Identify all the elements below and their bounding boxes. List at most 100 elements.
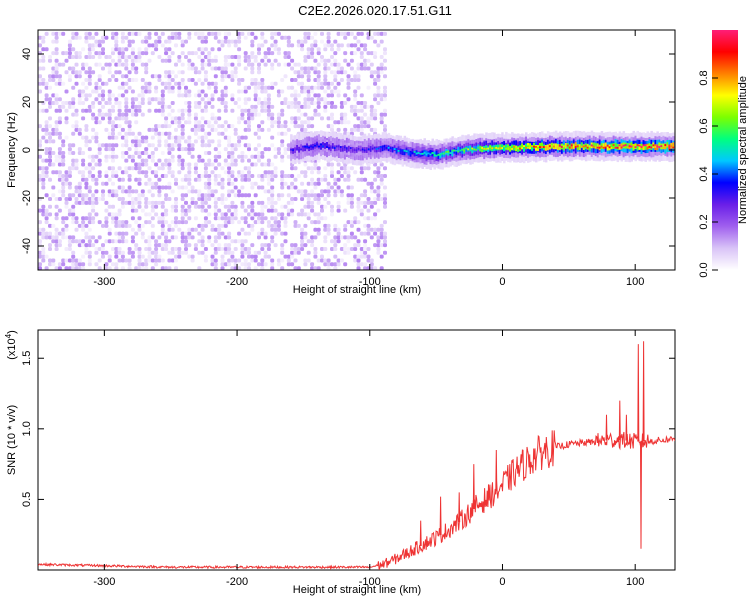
spectrogram-cell [187, 108, 192, 113]
spectrogram-cell [120, 31, 125, 36]
spectrogram-cell [164, 158, 169, 163]
spectrogram-cell [187, 227, 192, 232]
spectrogram-cell [253, 55, 258, 59]
spectrogram-cell [137, 31, 142, 36]
spectrogram-cell [137, 143, 142, 148]
spectrogram-cell [140, 139, 145, 144]
carrier-cell [531, 145, 534, 148]
spectrogram-cell [134, 78, 139, 82]
spectrogram-cell [187, 174, 192, 178]
carrier-cell [473, 148, 476, 151]
spectrogram-cell [150, 231, 155, 236]
spectrogram-cell [326, 81, 331, 86]
spectrogram-cell [200, 127, 205, 132]
spectrogram-cell [366, 124, 371, 129]
spectrogram-cell [190, 147, 195, 152]
spectrogram-cell [101, 270, 105, 274]
spectrogram-cell [283, 97, 288, 102]
spectrogram-cell [127, 131, 132, 136]
spectrogram-cell [217, 223, 222, 228]
spectrogram-cell [187, 231, 192, 236]
spectrogram-cell [38, 108, 42, 113]
carrier-cell [664, 144, 667, 146]
spectrogram-cell [94, 181, 99, 186]
spectrogram-cell [157, 55, 162, 59]
spectrogram-cell [233, 43, 238, 48]
spectrogram-cell [137, 154, 142, 159]
spectrogram-cell [237, 62, 242, 67]
spectrogram-cell [227, 208, 232, 213]
spectrogram-cell [167, 197, 172, 201]
spectrogram-cell [290, 120, 295, 125]
spectrogram-cell [237, 220, 242, 225]
spectrogram-cell [359, 51, 364, 56]
colorbar-tick-label: 0.4 [698, 166, 710, 181]
spectrogram-cell [107, 239, 112, 244]
spectrogram-cell [94, 62, 99, 67]
spectrogram-cell [144, 204, 149, 209]
spectrogram-cell [84, 135, 89, 140]
spectrogram-cell [223, 66, 228, 71]
spectrogram-cell [54, 81, 59, 86]
spectrogram-cell [260, 43, 265, 48]
spectrogram-cell [114, 70, 119, 75]
spectrogram-cell [54, 212, 59, 217]
spectrogram-cell [306, 166, 311, 171]
carrier-cell [658, 142, 661, 149]
carrier-cell [588, 144, 592, 151]
spectrogram-cell [164, 85, 169, 90]
spectrogram-cell [87, 55, 92, 59]
spectrogram-cell [54, 266, 59, 270]
spectrogram-cell [203, 151, 208, 155]
spectrogram-cell [111, 31, 115, 36]
spectrogram-cell [67, 51, 72, 56]
carrier-cell [638, 144, 641, 150]
carrier-cell [570, 144, 574, 147]
spectrogram-cell [210, 262, 215, 267]
spectrogram-cell [293, 124, 298, 129]
spectrogram-cell [44, 158, 49, 163]
spectrogram-cell [240, 78, 245, 82]
spectrogram-cell [363, 254, 368, 259]
spectrogram-cell [230, 270, 234, 274]
spectrogram-cell [177, 81, 182, 86]
spectrogram-cell [184, 101, 188, 105]
spectrogram-cell [127, 177, 132, 182]
spectrogram-cell [313, 220, 318, 225]
spectrogram-cell [316, 231, 321, 236]
spectrogram-cell [213, 189, 218, 194]
spectrogram-cell [190, 200, 195, 205]
spectrogram-cell [293, 247, 298, 251]
spectrogram-cell [74, 124, 79, 129]
spectrogram-cell [243, 108, 248, 113]
carrier-cell [294, 147, 297, 153]
spectrogram-cell [48, 158, 52, 163]
spectrogram-cell [260, 231, 265, 236]
spectrogram-cell [356, 227, 361, 232]
spectrogram-cell [57, 97, 62, 102]
spectrogram-cell [107, 70, 112, 75]
spectrogram-cell [336, 127, 341, 132]
spectrogram-cell [306, 193, 311, 198]
spectrogram-cell [237, 135, 242, 140]
spectrogram-cell [363, 104, 368, 109]
carrier-cell [521, 143, 524, 150]
spectrogram-cell [240, 135, 245, 140]
spectrogram-cell [266, 200, 271, 205]
spectrogram-cell [260, 101, 265, 105]
carrier-cell [576, 145, 580, 148]
spectrogram-cell [296, 174, 301, 178]
spectrogram-cell [230, 250, 235, 255]
spectrogram-cell [51, 93, 56, 98]
spectrogram-cell [140, 162, 145, 167]
figure-title: C2E2.2026.020.17.51.G11 [298, 3, 452, 18]
spectrogram-cell [273, 227, 278, 232]
spectrogram-cell [260, 31, 265, 36]
spectrogram-cell [213, 127, 218, 132]
spectrogram-cell [44, 31, 49, 36]
spectrogram-cell [200, 143, 205, 148]
spectrogram-cell [217, 39, 222, 44]
spectrogram-cell [359, 66, 364, 71]
spectrogram-cell [127, 147, 132, 152]
